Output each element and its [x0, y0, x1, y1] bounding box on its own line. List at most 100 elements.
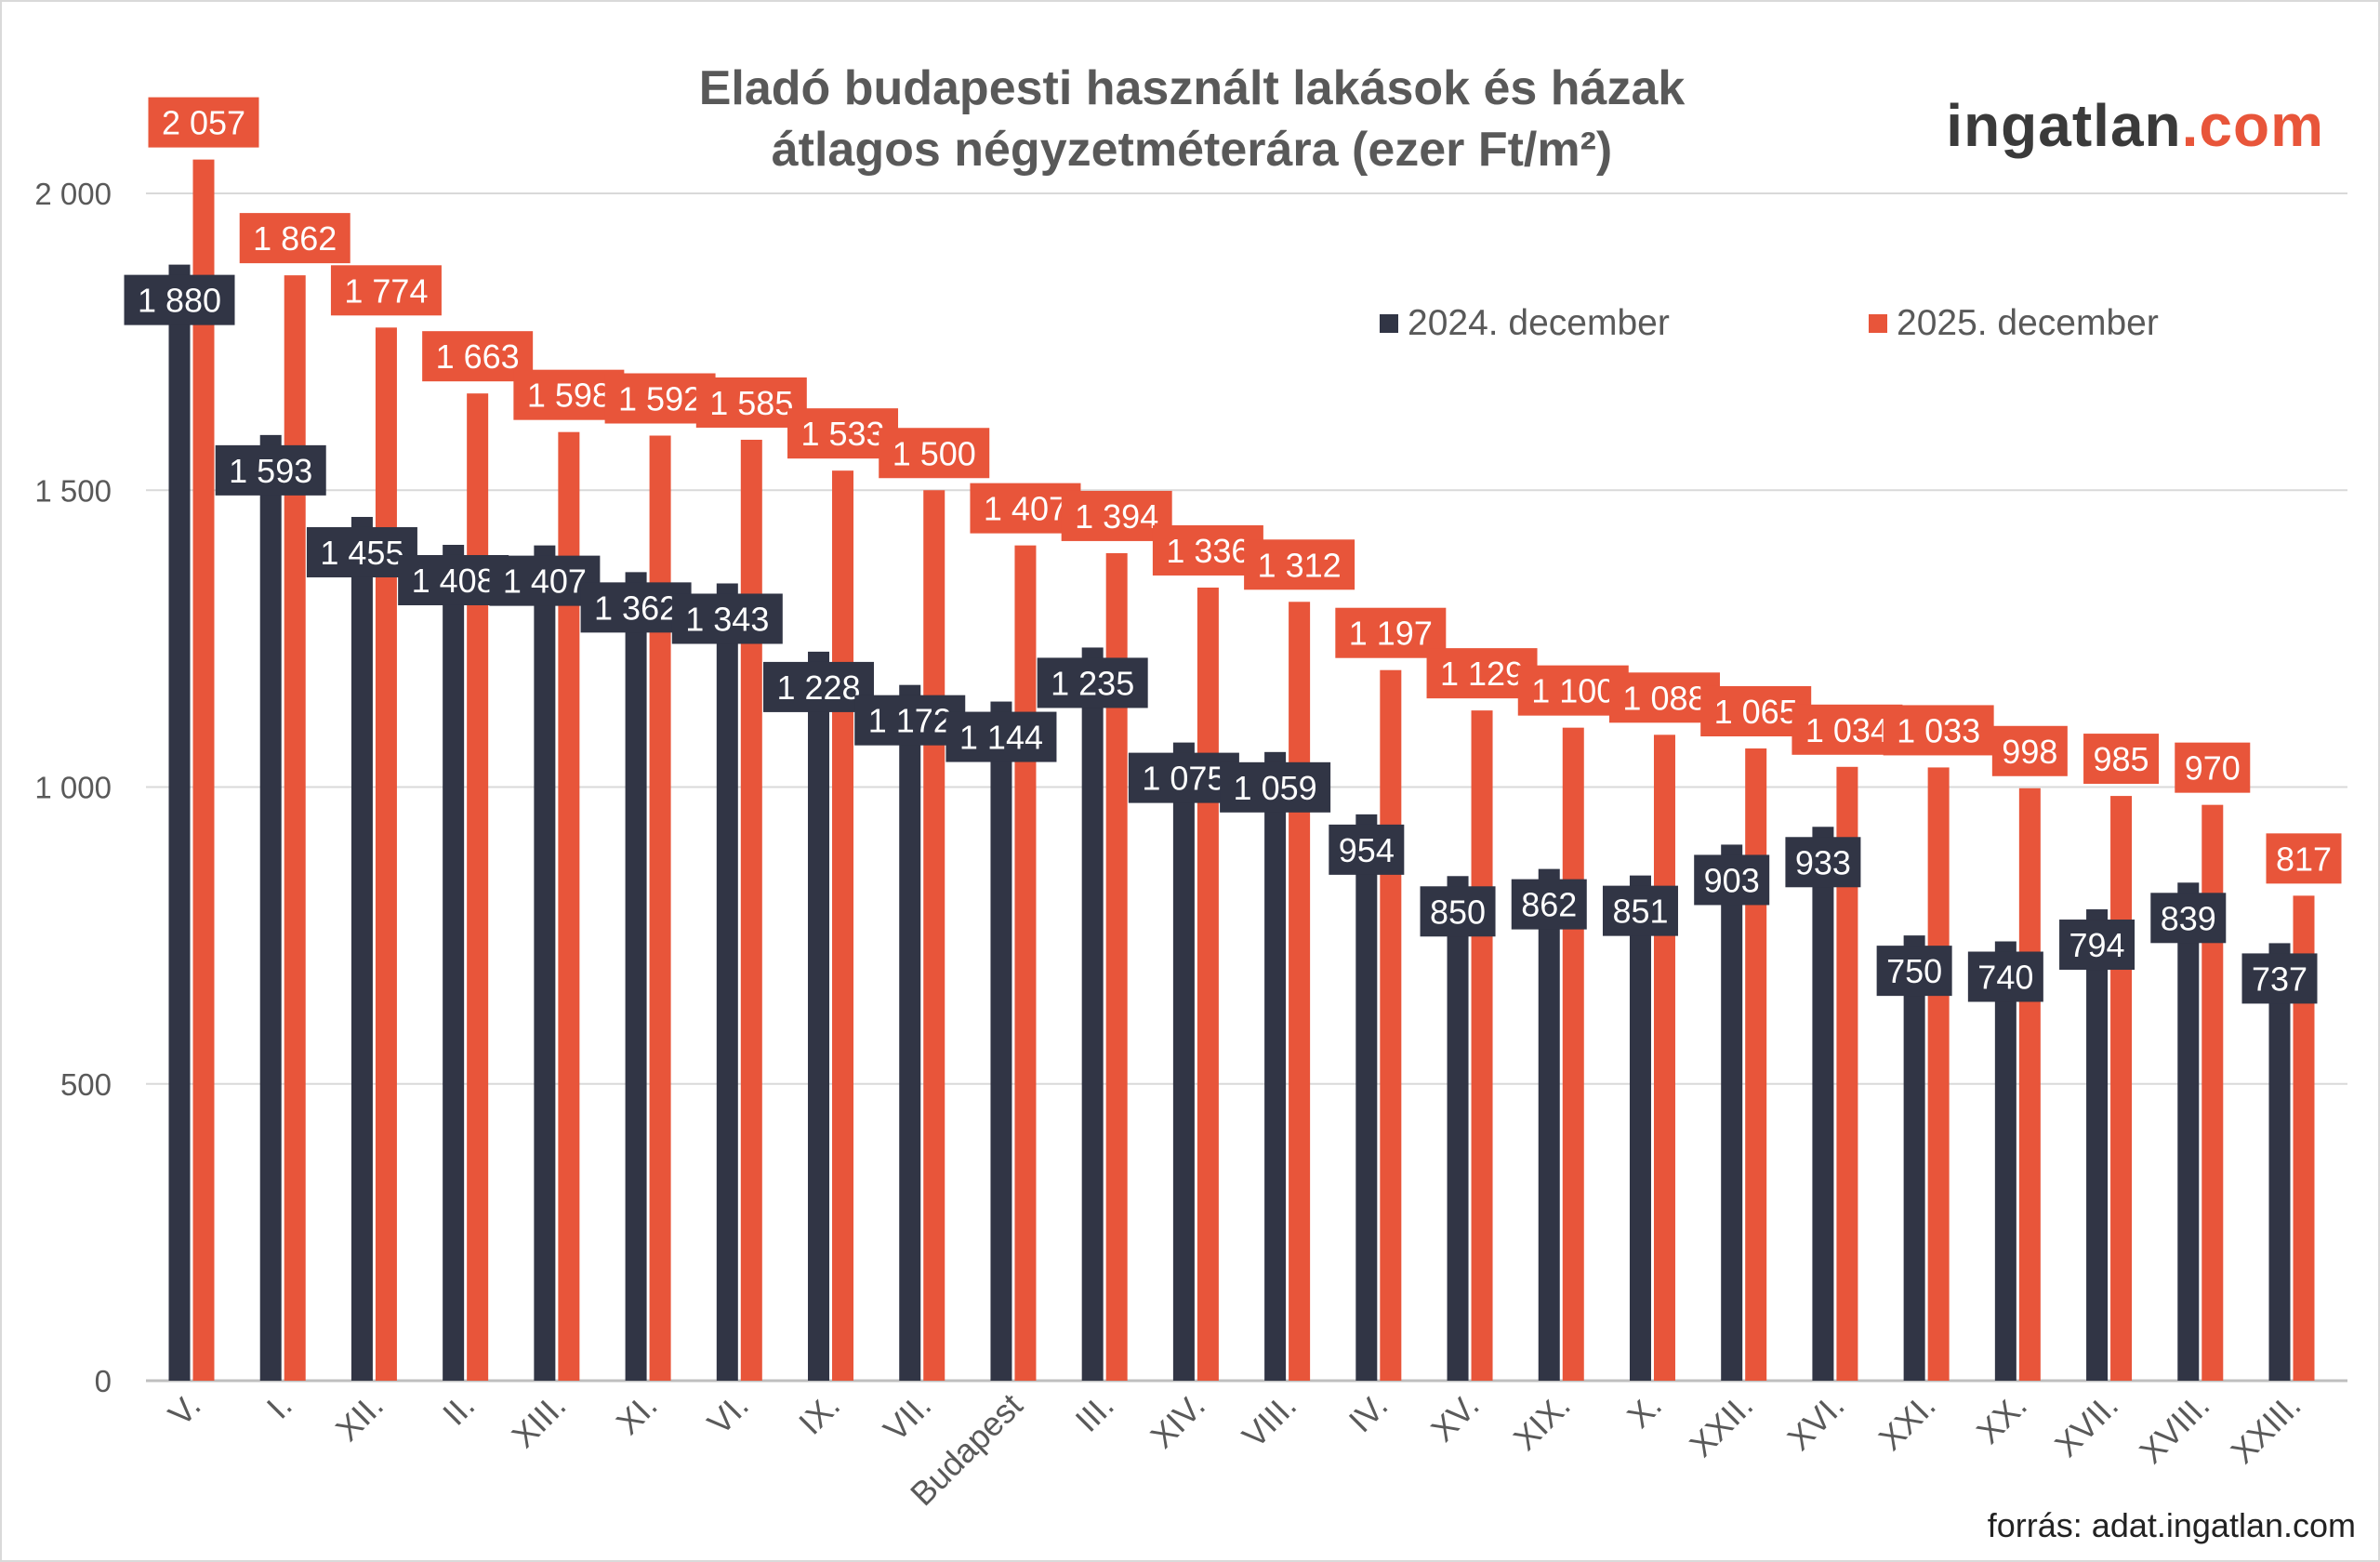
data-label: 903: [1704, 861, 1760, 899]
bar-2024: [1355, 814, 1378, 1381]
data-label: 1 129: [1440, 655, 1524, 693]
bar-2025: [2293, 895, 2315, 1381]
data-label: 1 663: [436, 338, 520, 376]
bar-2025: [192, 159, 215, 1382]
data-label: 1 774: [344, 271, 428, 310]
data-label: 998: [2002, 733, 2057, 771]
bar-2024: [1172, 742, 1195, 1381]
data-label: 740: [1977, 959, 2033, 997]
bar-2025: [1197, 587, 1219, 1381]
bar-2025: [1927, 767, 1950, 1381]
x-tick-label: VII.: [876, 1386, 938, 1449]
data-label-box: [2083, 734, 2160, 785]
data-label-box: [124, 274, 235, 325]
data-label-box: [879, 428, 990, 479]
bar-2024: [808, 651, 830, 1381]
data-label: 1 407: [503, 563, 587, 601]
x-tick-label: XVI.: [1779, 1386, 1851, 1458]
data-label: 1 075: [1142, 760, 1225, 798]
y-tick-label: 500: [60, 1067, 112, 1102]
data-label: 2 057: [162, 104, 245, 142]
data-label-box: [1220, 761, 1331, 813]
data-label: 933: [1795, 843, 1851, 881]
data-label-box: [1511, 879, 1587, 930]
bar-2025: [1653, 735, 1675, 1381]
x-tick-label: IX.: [791, 1386, 847, 1442]
bar-2024: [1721, 844, 1743, 1381]
bar-2024: [1812, 827, 1834, 1381]
x-tick-label: VI.: [700, 1386, 756, 1442]
bar-2024: [168, 264, 191, 1381]
data-label: 1 592: [618, 380, 702, 418]
source-note: forrás: adat.ingatlan.com: [1987, 1506, 2356, 1544]
bar-2024: [716, 583, 738, 1381]
data-label-box: [945, 711, 1057, 762]
bar-2024: [1264, 751, 1287, 1381]
bar-2025: [923, 490, 945, 1381]
data-label-box: [1602, 885, 1678, 936]
bar-2024: [1447, 876, 1469, 1381]
data-label: 1 533: [800, 415, 884, 453]
data-label-box: [215, 444, 326, 496]
data-label: 1 100: [1531, 672, 1615, 710]
ingatlan-logo: ingatlan.com: [1946, 91, 2324, 160]
data-label: 794: [2069, 926, 2125, 964]
bar-2025: [1014, 545, 1037, 1381]
title-line-1: Eladó budapesti használt lakások és háza…: [698, 61, 1686, 115]
x-tick-label: XX.: [1969, 1386, 2034, 1451]
data-label-box: [2175, 742, 2251, 793]
data-label: 1 235: [1051, 664, 1134, 702]
data-label: 985: [2094, 740, 2149, 778]
data-label-box: [2266, 833, 2342, 884]
x-tick-label: XII.: [328, 1386, 390, 1449]
data-label: 862: [1521, 886, 1577, 924]
bar-2025: [558, 431, 580, 1381]
data-label-box: [1329, 824, 1405, 875]
data-label-box: [239, 213, 350, 264]
x-tick-label: I.: [259, 1386, 299, 1426]
data-label: 1 172: [868, 702, 952, 740]
title-line-2: átlagos négyzetméterára (ezer Ft/m²): [771, 123, 1613, 177]
bar-2024: [2177, 882, 2200, 1381]
bar-2025: [1380, 669, 1402, 1381]
data-label: 1 312: [1258, 546, 1342, 584]
data-label-box: [330, 265, 442, 316]
x-tick-label: V.: [161, 1386, 208, 1434]
y-tick-label: 1 500: [34, 473, 112, 508]
bar-2024: [1629, 875, 1651, 1381]
data-label: 1 144: [959, 719, 1043, 757]
data-label-box: [671, 593, 783, 644]
bar-2025: [1836, 766, 1858, 1381]
data-label-box: [1037, 657, 1148, 708]
bar-2025: [2018, 788, 2041, 1381]
data-label: 1 197: [1349, 615, 1433, 653]
legend-item-2024: 2024. december: [1380, 303, 1670, 344]
data-label: 1 034: [1805, 711, 1889, 749]
bar-2024: [1081, 647, 1104, 1381]
bar-2024: [350, 516, 373, 1381]
data-label: 1 065: [1714, 693, 1798, 731]
data-label-box: [1876, 946, 1952, 997]
data-label: 1 598: [527, 377, 611, 415]
bar-2024: [259, 434, 282, 1381]
data-label: 1 408: [412, 562, 496, 600]
logo-part-1: ingatlan: [1946, 92, 2182, 159]
data-label-box: [2059, 920, 2135, 971]
x-tick-label: IV.: [1342, 1386, 1395, 1440]
chart-title: Eladó budapesti használt lakások és háza…: [2, 58, 2378, 180]
data-label: 1 343: [685, 600, 769, 638]
bar-2025: [649, 435, 671, 1381]
data-label: 1 880: [138, 282, 221, 320]
bar-2024: [899, 684, 921, 1381]
bar-2024: [990, 701, 1012, 1381]
x-tick-label: XVII.: [2047, 1386, 2125, 1464]
data-label-box: [1991, 725, 2068, 776]
data-label-box: [1694, 854, 1770, 906]
data-label: 1 059: [1234, 769, 1317, 807]
bar-2025: [1562, 727, 1584, 1381]
x-tick-label: XXII.: [1682, 1386, 1760, 1464]
y-tick-label: 1 000: [34, 771, 112, 805]
data-label: 1 033: [1897, 711, 1980, 749]
